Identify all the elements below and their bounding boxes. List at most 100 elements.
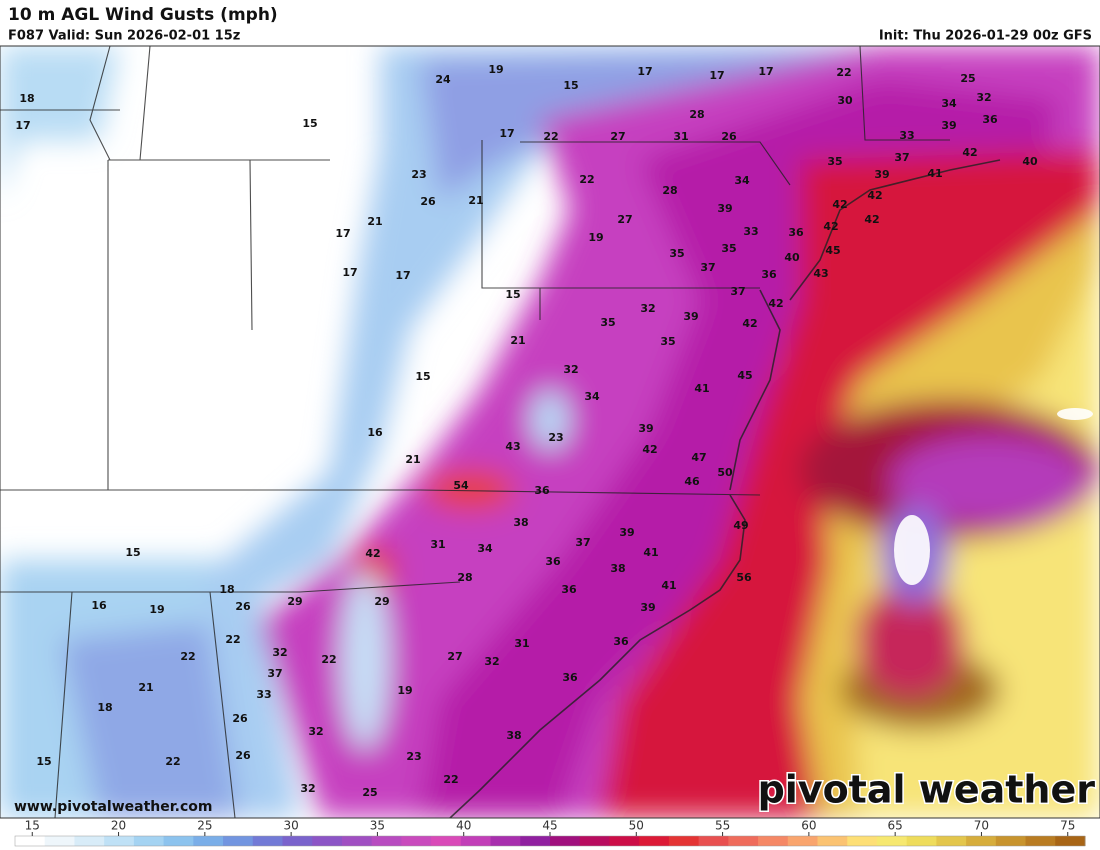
gust-label: 54 <box>453 479 469 492</box>
gust-label: 42 <box>832 198 847 211</box>
colorbar-swatch <box>252 836 283 846</box>
gust-label: 15 <box>125 546 140 559</box>
colorbar-swatch <box>163 836 194 846</box>
gust-label: 17 <box>335 227 350 240</box>
gust-label: 33 <box>743 225 758 238</box>
gust-label: 16 <box>367 426 383 439</box>
gust-label: 18 <box>97 701 112 714</box>
gust-label: 36 <box>982 113 998 126</box>
gust-label: 39 <box>638 422 653 435</box>
colorbar-swatch <box>579 836 610 846</box>
gust-label: 39 <box>683 310 698 323</box>
colorbar-swatch <box>936 836 967 846</box>
gust-label: 15 <box>505 288 520 301</box>
colorbar-swatch <box>15 836 46 846</box>
gust-label: 15 <box>302 117 317 130</box>
colorbar-swatch <box>609 836 640 846</box>
gust-label: 32 <box>308 725 323 738</box>
colorbar-swatch <box>787 836 818 846</box>
gust-label: 15 <box>415 370 430 383</box>
colorbar-swatch <box>44 836 75 846</box>
gust-label: 37 <box>267 667 282 680</box>
gust-label: 26 <box>420 195 436 208</box>
colorbar-swatch <box>966 836 997 846</box>
colorbar-tick-label: 35 <box>370 819 385 833</box>
gust-label: 32 <box>976 91 991 104</box>
gust-label: 36 <box>534 484 550 497</box>
colorbar-swatch <box>817 836 848 846</box>
gust-label: 42 <box>642 443 657 456</box>
website: www.pivotalweather.com <box>14 799 213 815</box>
gust-label: 22 <box>579 173 594 186</box>
gust-label: 29 <box>374 595 389 608</box>
gust-label: 35 <box>600 316 615 329</box>
gust-label: 41 <box>694 382 709 395</box>
gust-label: 42 <box>768 297 783 310</box>
colorbar-swatch <box>223 836 254 846</box>
gust-label: 17 <box>395 269 410 282</box>
gust-label: 15 <box>36 755 51 768</box>
gust-label: 36 <box>545 555 561 568</box>
gust-label: 38 <box>610 562 625 575</box>
gust-label: 39 <box>619 526 634 539</box>
colorbar-swatch <box>876 836 908 846</box>
gust-label: 47 <box>691 451 706 464</box>
gust-label: 26 <box>235 749 251 762</box>
gust-label: 36 <box>561 583 577 596</box>
gust-label: 41 <box>661 579 676 592</box>
valid-time: F087 Valid: Sun 2026-02-01 15z <box>8 29 240 44</box>
gust-label: 17 <box>637 65 652 78</box>
gust-label: 18 <box>19 92 34 105</box>
gust-label: 21 <box>367 215 382 228</box>
gust-label: 19 <box>488 63 503 76</box>
gust-label: 42 <box>867 189 882 202</box>
gust-label: 33 <box>899 129 914 142</box>
gust-label: 15 <box>563 79 578 92</box>
gust-label: 27 <box>617 213 632 226</box>
gust-label: 22 <box>443 773 458 786</box>
colorbar-tick-label: 70 <box>974 819 989 833</box>
gust-label: 17 <box>499 127 514 140</box>
colorbar-swatch <box>282 836 313 846</box>
gust-label: 49 <box>733 519 748 532</box>
colorbar-swatch <box>74 836 105 846</box>
gust-label: 40 <box>784 251 800 264</box>
gust-label: 23 <box>411 168 426 181</box>
colorbar-tick-label: 55 <box>715 819 730 833</box>
colorbar-tick-label: 65 <box>888 819 903 833</box>
colorbar-swatch <box>847 836 878 846</box>
gust-label: 35 <box>827 155 842 168</box>
gust-label: 42 <box>864 213 879 226</box>
gust-label: 22 <box>180 650 195 663</box>
gust-label: 39 <box>717 202 732 215</box>
colorbar-swatch <box>550 836 581 846</box>
colorbar-swatch <box>758 836 789 846</box>
gust-label: 34 <box>941 97 957 110</box>
gust-label: 25 <box>362 786 377 799</box>
gust-label: 45 <box>737 369 752 382</box>
gust-label: 18 <box>219 583 234 596</box>
gust-label: 33 <box>256 688 271 701</box>
gust-label: 29 <box>287 595 302 608</box>
gust-label: 43 <box>813 267 828 280</box>
gust-label: 28 <box>662 184 677 197</box>
gust-label: 40 <box>1022 155 1038 168</box>
gust-label: 37 <box>730 285 745 298</box>
gust-label: 36 <box>562 671 578 684</box>
gust-label: 31 <box>673 130 688 143</box>
gust-label: 23 <box>548 431 563 444</box>
gust-label: 45 <box>825 244 840 257</box>
gust-label: 26 <box>232 712 248 725</box>
gust-label: 23 <box>406 750 421 763</box>
gust-label: 21 <box>405 453 420 466</box>
gust-label: 22 <box>321 653 336 666</box>
gust-label: 26 <box>235 600 251 613</box>
gust-label: 22 <box>543 130 558 143</box>
gust-label: 31 <box>430 538 445 551</box>
gust-label: 22 <box>165 755 180 768</box>
colorbar-tick-label: 60 <box>801 819 816 833</box>
gust-label: 21 <box>138 681 153 694</box>
gust-label: 35 <box>669 247 684 260</box>
